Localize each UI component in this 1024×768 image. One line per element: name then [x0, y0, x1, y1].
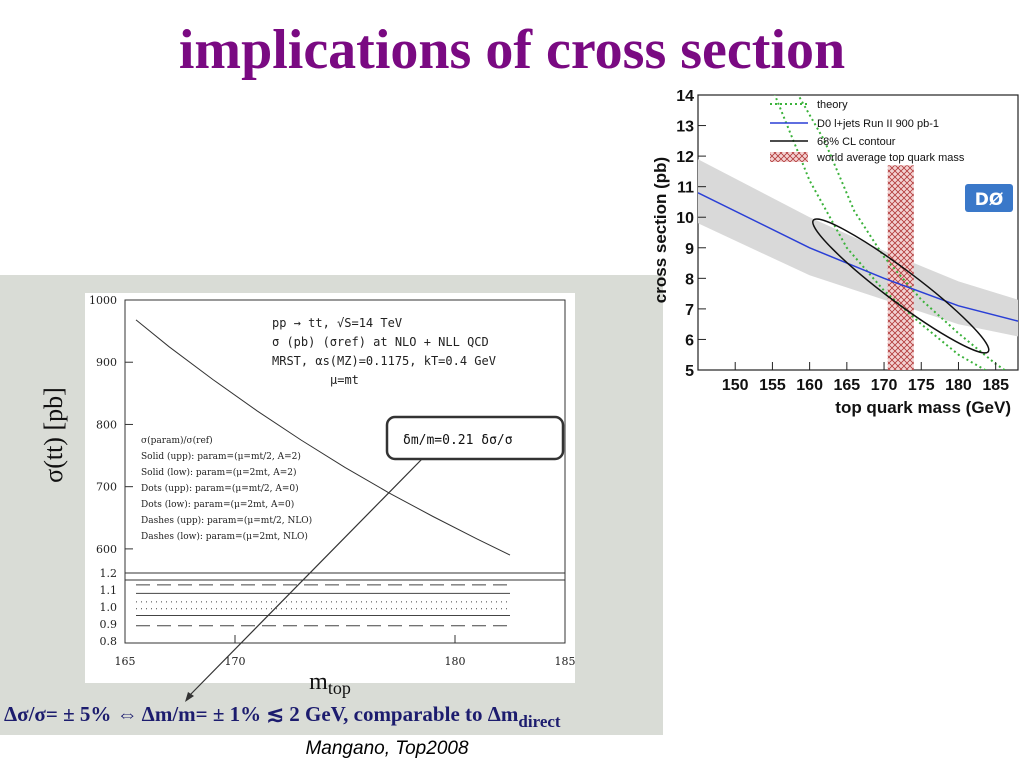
cl-contour — [812, 218, 990, 354]
theory-curve-lower — [797, 95, 1007, 370]
annotation-text: δm/m=0.21 δσ/σ — [403, 433, 513, 448]
ratio-plot-frame — [124, 572, 566, 644]
right-x-tick-label: 180 — [945, 377, 972, 394]
annotation-box — [385, 415, 565, 461]
annotation-arrow — [189, 458, 423, 696]
right-x-tick-label: 160 — [796, 377, 823, 394]
footer-formula: Δσ/σ= ± 5% ⇔ Δm/m= ± 1% ≲ 2 GeV, compara… — [4, 702, 561, 731]
left-x-tick-label: 170 — [225, 655, 246, 668]
right-y-tick-label: 9 — [685, 241, 694, 258]
right-x-tick-label: 155 — [759, 377, 786, 394]
left-x-tick-label: 180 — [445, 655, 466, 668]
info-line-2: σ (pb) (σref) at NLO + NLL QCD — [272, 335, 489, 349]
ratio-y-tick-label: 0.9 — [100, 618, 118, 631]
info-text-block: pp → tt, √S=14 TeV σ (pb) (σref) at NLO … — [272, 316, 496, 387]
right-y-tick-label: 5 — [685, 363, 694, 380]
right-y-axis-label: cross section (pb) — [651, 157, 670, 303]
legend-theory: theory — [817, 99, 848, 111]
legend-contour: 68% CL contour — [817, 136, 896, 148]
svg-text:DØ: DØ — [975, 190, 1004, 210]
right-x-tick-label: 175 — [908, 377, 935, 394]
legend-line-1: σ(param)/σ(ref) — [141, 435, 213, 446]
ratio-lines — [136, 584, 510, 627]
right-y-tick-label: 12 — [676, 149, 694, 166]
legend-line-3: Solid (low): param=(μ=2mt, A=2) — [141, 467, 297, 478]
right-x-tick-label: 185 — [982, 377, 1009, 394]
left-x-axis-label: mtop — [309, 669, 351, 698]
measurement-uncertainty-band — [698, 159, 1018, 337]
left-x-tick-label: 165 — [115, 655, 136, 668]
legend-wa: world average top quark mass — [816, 152, 965, 164]
legend-line-5: Dots (low): param=(μ=2mt, A=0) — [141, 499, 294, 510]
d0-logo: DØ — [965, 184, 1013, 212]
right-y-tick-label: 6 — [685, 332, 694, 349]
cross-section-curve — [135, 319, 511, 556]
ratio-y-tick-label: 1.2 — [100, 567, 118, 580]
left-axis-ticks: 600 700 800 900 1000 165 170 180 185 0.8 0.9 1.0 1.1… — [89, 294, 576, 668]
right-y-tick-label: 11 — [677, 180, 694, 197]
ratio-y-tick-label: 0.8 — [100, 635, 118, 648]
legend-line-4: Dots (upp): param=(μ=mt/2, A=0) — [141, 483, 299, 494]
info-line-4: μ=mt — [330, 373, 359, 387]
right-axis-ticks: 5 6 7 8 9 10 11 12 13 14 150 155 160 165 170 175 180 185 — [676, 90, 1009, 394]
plot-background — [85, 293, 575, 683]
main-plot-frame — [124, 299, 566, 581]
legend-line-6: Dashes (upp): param=(μ=mt/2, NLO) — [141, 515, 312, 526]
legend-d0: D0 l+jets Run II 900 pb-1 — [817, 118, 939, 130]
left-y-axis-label: σ(tt) [pb] — [39, 387, 68, 483]
right-y-tick-label: 10 — [676, 210, 694, 227]
right-x-axis-label: top quark mass (GeV) — [835, 398, 1011, 417]
arrow-head — [185, 692, 194, 702]
left-y-tick-label: 700 — [96, 481, 117, 494]
right-legend: theory D0 l+jets Run II 900 pb-1 68% CL … — [770, 99, 965, 164]
legend-line-7: Dashes (low): param=(μ=2mt, NLO) — [141, 531, 308, 542]
legend-text-block: σ(param)/σ(ref) Solid (upp): param=(μ=mt… — [141, 435, 312, 542]
right-y-tick-label: 14 — [676, 90, 694, 105]
right-y-tick-label: 8 — [685, 271, 694, 288]
right-x-tick-label: 170 — [871, 377, 898, 394]
ratio-y-tick-label: 1.1 — [100, 584, 118, 597]
left-y-tick-label: 600 — [96, 543, 117, 556]
info-line-1: pp → tt, √S=14 TeV — [272, 316, 402, 330]
legend-line-2: Solid (upp): param=(μ=mt/2, A=2) — [141, 451, 301, 462]
right-y-tick-label: 13 — [676, 119, 694, 136]
measurement-curve — [698, 192, 1018, 322]
right-x-tick-label: 150 — [722, 377, 749, 394]
right-x-tick-label: 165 — [833, 377, 860, 394]
legend-wa-swatch — [770, 152, 808, 162]
left-y-tick-label: 1000 — [89, 294, 117, 307]
ratio-y-tick-label: 1.0 — [100, 601, 118, 614]
right-y-tick-label: 7 — [685, 302, 694, 319]
world-average-band — [887, 165, 914, 370]
mangano-chart: 600 700 800 900 1000 165 170 180 185 0.8 0.9 1.0 1.1… — [4, 293, 576, 731]
info-line-3: MRST, αs(MZ)=0.1175, kT=0.4 GeV — [272, 354, 496, 368]
left-y-tick-label: 800 — [96, 418, 117, 431]
slide-title: implications of cross section — [178, 19, 846, 81]
credit-text: Mangano, Top2008 — [305, 738, 469, 759]
left-y-tick-label: 900 — [96, 356, 117, 369]
left-x-tick-label: 185 — [555, 655, 576, 668]
